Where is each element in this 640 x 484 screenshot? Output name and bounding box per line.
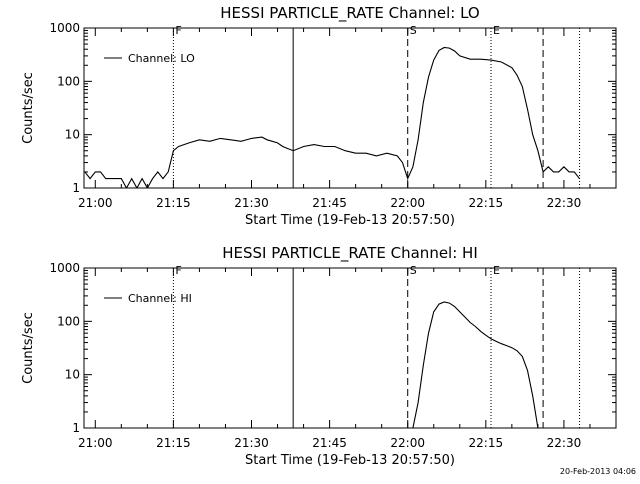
y-tick-label: 1 [72, 421, 80, 435]
x-tick-label: 22:15 [469, 436, 504, 450]
event-marker-label: F [175, 264, 181, 277]
y-axis-label: Counts/sec [21, 72, 36, 144]
x-tick-label: 21:30 [234, 196, 269, 210]
series-line [412, 301, 539, 428]
x-tick-label: 22:30 [547, 436, 582, 450]
y-tick-label: 10 [65, 368, 80, 382]
x-tick-label: 21:30 [234, 436, 269, 450]
plot-frame [83, 267, 617, 429]
chart-title: HESSI PARTICLE_RATE Channel: LO [220, 4, 479, 23]
x-tick-label: 21:00 [78, 436, 113, 450]
x-tick-label: 21:15 [156, 196, 191, 210]
legend-label: Channel: HI [128, 292, 192, 305]
legend-label: Channel: LO [128, 52, 195, 65]
x-tick-label: 21:15 [156, 436, 191, 450]
event-marker-label: E [493, 24, 500, 37]
x-axis-label: Start Time (19-Feb-13 20:57:50) [245, 453, 455, 468]
event-marker-label: E [493, 264, 500, 277]
plot-frame [83, 27, 617, 189]
chart-panel-2: HESSI PARTICLE_RATE Channel: HI 21:00 21:1… [21, 244, 617, 468]
x-tick-label: 22:00 [390, 436, 425, 450]
y-tick-label: 1 [72, 181, 80, 195]
y-tick-label: 10 [65, 128, 80, 142]
x-tick-label: 22:00 [390, 196, 425, 210]
y-tick-label: 100 [57, 314, 80, 328]
x-tick-label: 21:45 [312, 196, 347, 210]
footer-timestamp: 20-Feb-2013 04:06 [560, 467, 636, 476]
x-tick-label: 21:00 [78, 196, 113, 210]
event-marker-label: S [410, 264, 417, 277]
y-axis-label: Counts/sec [21, 312, 36, 384]
event-marker-label: S [410, 24, 417, 37]
chart-title: HESSI PARTICLE_RATE Channel: HI [222, 244, 478, 263]
y-tick-label: 100 [57, 74, 80, 88]
x-tick-label: 22:30 [547, 196, 582, 210]
series-line [84, 46, 580, 188]
event-marker-label: F [175, 24, 181, 37]
y-tick-label: 1000 [49, 21, 80, 35]
x-tick-label: 21:45 [312, 436, 347, 450]
chart-panel-1: HESSI PARTICLE_RATE Channel: LO 21:00 21:1… [21, 4, 617, 228]
x-tick-label: 22:15 [469, 196, 504, 210]
x-axis-label: Start Time (19-Feb-13 20:57:50) [245, 213, 455, 228]
y-tick-label: 1000 [49, 261, 80, 275]
